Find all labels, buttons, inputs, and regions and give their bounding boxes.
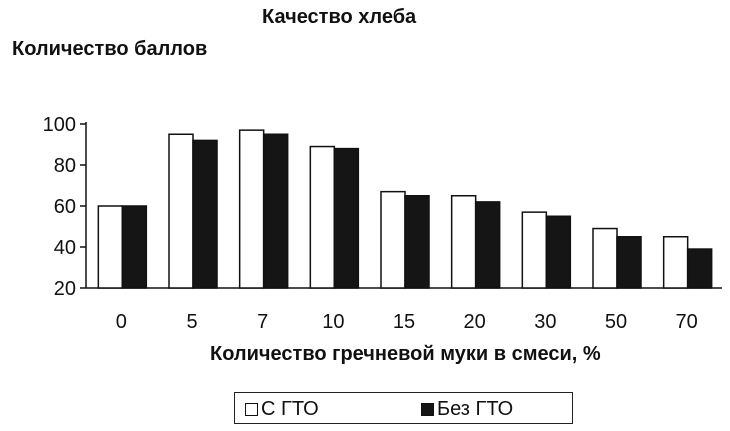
bar-bez-gto: [686, 248, 713, 289]
legend-swatch-white: [245, 403, 258, 416]
x-tick-label: 50: [605, 311, 627, 333]
x-tick-label: 70: [676, 311, 698, 333]
bar-s-gto: [592, 227, 618, 289]
y-tick-label: 80: [54, 155, 76, 177]
x-tick-label: 15: [393, 311, 415, 333]
bar-bez-gto: [545, 215, 572, 289]
legend-item-s-gto: С ГТО: [245, 398, 319, 421]
y-tick-label: 100: [43, 114, 76, 136]
x-tick-label: 20: [464, 311, 486, 333]
y-tick-label: 40: [54, 237, 76, 259]
bar-s-gto: [168, 133, 194, 289]
legend-item-bez-gto: Без ГТО: [421, 398, 513, 421]
bar-bez-gto: [474, 201, 501, 289]
y-axis-label: Количество баллов: [12, 38, 208, 60]
bar-bez-gto: [192, 139, 218, 289]
y-tick-label: 20: [54, 278, 76, 300]
bar-s-gto: [97, 205, 124, 289]
bar-s-gto: [309, 145, 336, 289]
x-tick-label: 0: [116, 311, 127, 333]
bar-bez-gto: [616, 236, 642, 289]
bar-s-gto: [662, 236, 689, 289]
x-tick-label: 30: [534, 311, 556, 333]
bar-bez-gto: [262, 133, 289, 289]
x-axis-label: Количество гречневой муки в смеси, %: [210, 343, 601, 365]
bar-s-gto: [521, 211, 548, 289]
legend-swatch-black: [421, 403, 434, 416]
legend-label-bez-gto: Без ГТО: [437, 398, 514, 420]
legend: С ГТО Без ГТО: [234, 392, 573, 424]
bar-s-gto: [380, 190, 406, 289]
y-tick-label: 60: [54, 196, 76, 218]
bar-bez-gto: [333, 147, 360, 289]
bar-bez-gto: [121, 205, 148, 289]
x-tick-label: 7: [257, 311, 268, 333]
chart-title: Качество хлеба: [262, 6, 417, 28]
bar-s-gto: [450, 195, 477, 289]
legend-label-s-gto: С ГТО: [261, 398, 319, 420]
x-tick-label: 5: [186, 311, 197, 333]
x-tick-label: 10: [322, 311, 344, 333]
bar-s-gto: [238, 129, 265, 289]
bar-bez-gto: [404, 195, 430, 289]
